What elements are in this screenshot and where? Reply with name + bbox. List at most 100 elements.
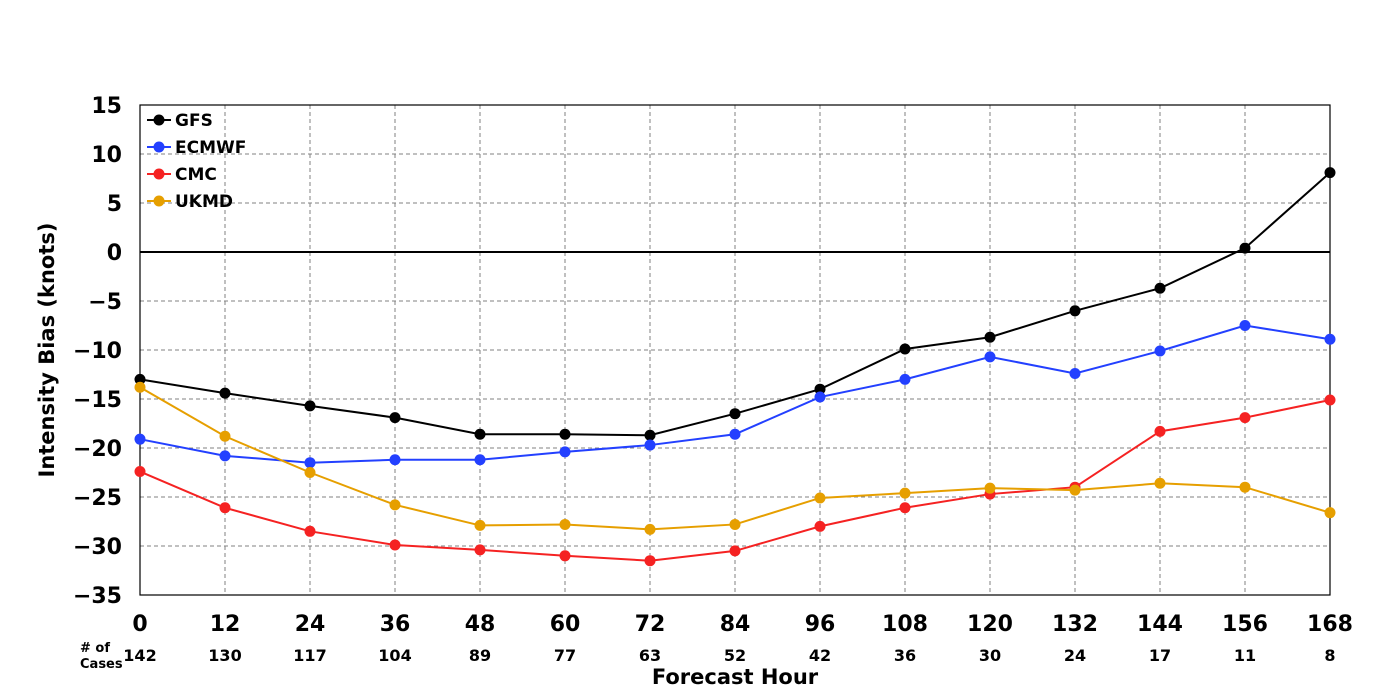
- legend-label: GFS: [175, 111, 213, 131]
- x-tick-label: 60: [550, 612, 581, 637]
- legend-item-gfs: GFS: [147, 111, 213, 131]
- x-tick-label: 24: [295, 612, 326, 637]
- legend-label: UKMD: [175, 192, 233, 212]
- cases-value: 24: [1064, 646, 1086, 665]
- data-point-gfs: [1324, 167, 1336, 179]
- data-point-ukmd: [644, 523, 656, 535]
- x-tick-label: 120: [967, 612, 1013, 637]
- data-point-ecmwf: [729, 428, 741, 440]
- data-point-gfs: [1069, 305, 1081, 317]
- data-point-ukmd: [729, 518, 741, 530]
- x-tick-label: 12: [210, 612, 241, 637]
- cases-value: 17: [1149, 646, 1171, 665]
- data-point-ecmwf: [984, 351, 996, 363]
- data-point-cmc: [729, 545, 741, 557]
- data-point-cmc: [814, 520, 826, 532]
- y-tick-label: −5: [88, 290, 122, 315]
- cases-label: # of: [80, 641, 110, 656]
- cases-value: 130: [208, 646, 241, 665]
- series-lines: [134, 167, 1336, 567]
- data-point-ukmd: [1324, 507, 1336, 519]
- data-point-ukmd: [814, 492, 826, 504]
- cases-value: 30: [979, 646, 1001, 665]
- y-axis-ticks: 15 10 5 0 −5 −10 −15 −20 −25 −30 −35: [73, 94, 122, 609]
- data-point-ukmd: [1154, 477, 1166, 489]
- data-point-gfs: [219, 387, 231, 399]
- data-point-ukmd: [474, 519, 486, 531]
- legend-label: ECMWF: [175, 138, 246, 158]
- legend-swatch-marker: [153, 141, 165, 153]
- data-point-ukmd: [984, 482, 996, 494]
- x-tick-label: 48: [465, 612, 496, 637]
- cases-value: 77: [554, 646, 576, 665]
- series-gfs: [134, 167, 1336, 441]
- data-point-ukmd: [1069, 484, 1081, 496]
- y-tick-label: 0: [107, 241, 122, 266]
- x-tick-label: 84: [720, 612, 751, 637]
- series-ukmd: [134, 381, 1336, 535]
- data-point-cmc: [134, 466, 146, 478]
- cases-value: 52: [724, 646, 746, 665]
- x-tick-label: 96: [805, 612, 836, 637]
- y-tick-label: 10: [91, 143, 122, 168]
- legend-label: CMC: [175, 165, 217, 185]
- data-point-gfs: [304, 400, 316, 412]
- x-tick-label: 156: [1222, 612, 1268, 637]
- series-ecmwf: [134, 320, 1336, 469]
- data-point-ecmwf: [304, 457, 316, 469]
- series-cmc: [134, 394, 1336, 567]
- y-tick-label: −20: [73, 437, 122, 462]
- y-tick-label: −10: [73, 339, 122, 364]
- cases-value: 117: [293, 646, 326, 665]
- cases-value: 142: [123, 646, 156, 665]
- data-point-cmc: [474, 544, 486, 556]
- y-tick-label: −25: [73, 486, 122, 511]
- data-point-ecmwf: [134, 433, 146, 445]
- data-point-cmc: [304, 525, 316, 537]
- x-axis-title: Forecast Hour: [652, 665, 819, 689]
- x-tick-label: 72: [635, 612, 666, 637]
- y-tick-label: −15: [73, 388, 122, 413]
- data-point-cmc: [389, 539, 401, 551]
- data-point-ecmwf: [644, 439, 656, 451]
- data-point-ecmwf: [389, 454, 401, 466]
- legend-item-cmc: CMC: [147, 165, 217, 185]
- plot-frame: [139, 104, 1331, 596]
- data-point-ukmd: [1239, 481, 1251, 493]
- y-tick-label: 15: [91, 94, 122, 119]
- legend-swatch-marker: [153, 114, 165, 126]
- series-line-cmc: [139, 399, 1331, 562]
- y-tick-label: −30: [73, 535, 122, 560]
- data-point-ecmwf: [899, 373, 911, 385]
- y-tick-label: −35: [73, 584, 122, 609]
- data-point-gfs: [1239, 242, 1251, 254]
- cases-value: 8: [1324, 646, 1335, 665]
- data-point-gfs: [389, 412, 401, 424]
- cases-value: 63: [639, 646, 661, 665]
- legend-item-ukmd: UKMD: [147, 192, 233, 212]
- data-point-ecmwf: [1069, 368, 1081, 380]
- data-point-cmc: [1239, 412, 1251, 424]
- data-point-ukmd: [219, 430, 231, 442]
- x-tick-label: 108: [882, 612, 928, 637]
- data-point-ukmd: [899, 487, 911, 499]
- cases-value: 104: [378, 646, 411, 665]
- data-point-gfs: [984, 331, 996, 343]
- data-point-cmc: [559, 550, 571, 562]
- x-axis-ticks: 0 12 24 36 48 60 72 84 96 108 120 132 144 156 168: [132, 612, 1353, 637]
- data-point-gfs: [644, 429, 656, 441]
- data-point-ukmd: [304, 467, 316, 478]
- x-tick-label: 144: [1137, 612, 1183, 637]
- legend-swatch-marker: [153, 168, 165, 180]
- cases-value: 42: [809, 646, 831, 665]
- data-point-ecmwf: [474, 454, 486, 466]
- data-point-cmc: [644, 555, 656, 567]
- legend-item-ecmwf: ECMWF: [147, 138, 246, 158]
- data-point-cmc: [1324, 394, 1336, 406]
- legend-swatch-marker: [153, 195, 165, 207]
- data-point-gfs: [474, 428, 486, 440]
- data-point-ukmd: [134, 381, 146, 393]
- cases-value: 89: [469, 646, 491, 665]
- data-point-gfs: [814, 383, 826, 395]
